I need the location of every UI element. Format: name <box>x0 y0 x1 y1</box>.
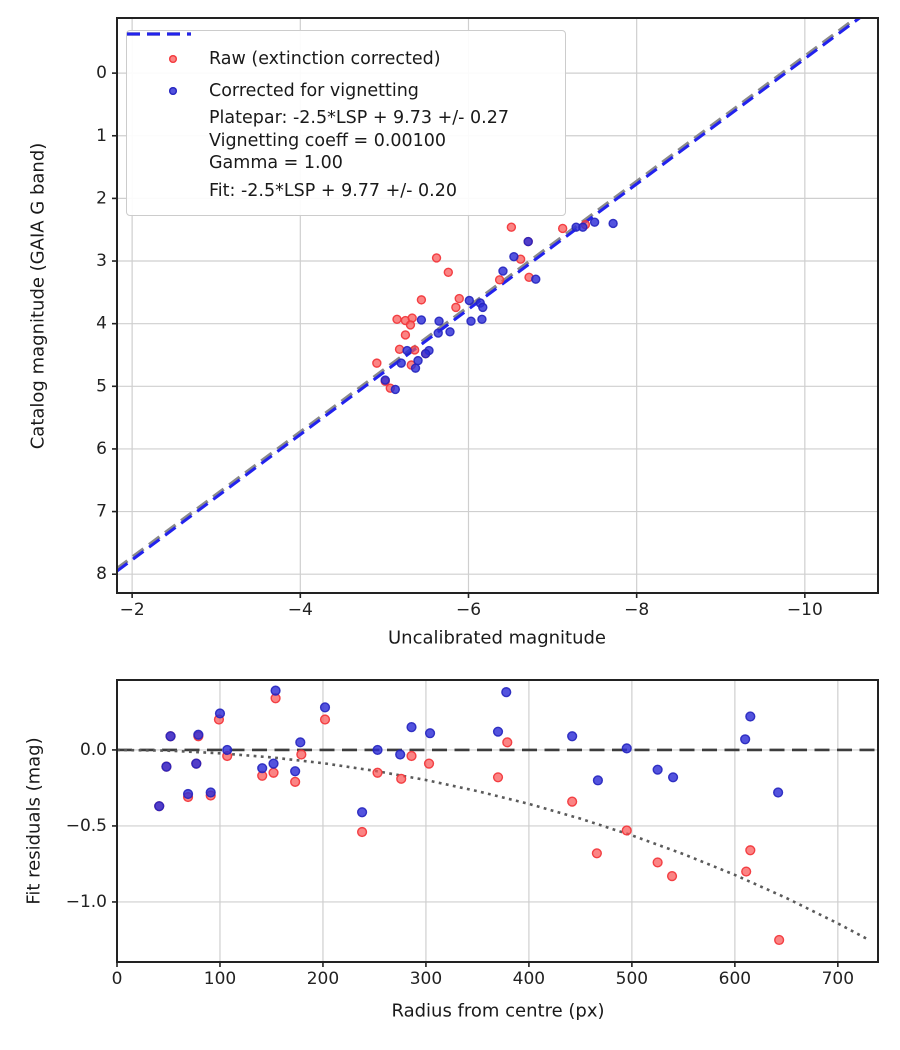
svg-text:8: 8 <box>96 564 107 584</box>
svg-text:−10: −10 <box>787 600 823 620</box>
legend-entry-fit: Fit: -2.5*LSP + 9.77 +/- 0.20 <box>127 32 555 207</box>
svg-text:5: 5 <box>96 376 107 396</box>
svg-text:−8: −8 <box>624 600 649 620</box>
svg-text:7: 7 <box>96 502 107 522</box>
svg-text:−4: −4 <box>288 600 313 620</box>
legend-marker-blue-dot <box>137 87 209 95</box>
svg-text:1: 1 <box>96 126 107 146</box>
legend-label-raw: Raw (extinction corrected) <box>209 49 441 69</box>
legend-entry-platepar: Platepar: -2.5*LSP + 9.73 +/- 0.27 Vigne… <box>127 32 555 175</box>
svg-text:6: 6 <box>96 439 107 459</box>
svg-text:−6: −6 <box>456 600 481 620</box>
y-axis-label-catalog-magnitude: Catalog magnitude (GAIA G band) <box>27 142 49 450</box>
svg-text:500: 500 <box>616 969 648 989</box>
legend-label-corrected: Corrected for vignetting <box>209 81 419 101</box>
legend-entry-corrected: Corrected for vignetting <box>137 75 555 107</box>
svg-text:0.0: 0.0 <box>80 740 107 760</box>
svg-text:−1.0: −1.0 <box>66 892 107 912</box>
svg-text:2: 2 <box>96 188 107 208</box>
x-axis-label-uncalibrated-magnitude: Uncalibrated magnitude <box>387 627 607 649</box>
legend-label-fit: Fit: -2.5*LSP + 9.77 +/- 0.20 <box>209 180 457 201</box>
svg-text:4: 4 <box>96 314 107 334</box>
svg-text:400: 400 <box>513 969 545 989</box>
y-axis-label-fit-residuals: Fit residuals (mag) <box>23 737 45 905</box>
svg-text:600: 600 <box>719 969 751 989</box>
svg-text:200: 200 <box>307 969 339 989</box>
svg-text:0: 0 <box>96 63 107 83</box>
svg-text:−2: −2 <box>120 600 145 620</box>
svg-text:0: 0 <box>112 969 123 989</box>
x-axis-label-radius-from-centre: Radius from centre (px) <box>391 1000 605 1022</box>
svg-text:700: 700 <box>822 969 854 989</box>
svg-text:300: 300 <box>410 969 442 989</box>
svg-text:100: 100 <box>204 969 236 989</box>
legend-marker-red-dot <box>137 55 209 63</box>
legend-entry-raw: Raw (extinction corrected) <box>137 43 555 75</box>
svg-text:3: 3 <box>96 251 107 271</box>
legend-label-platepar: Platepar: -2.5*LSP + 9.73 +/- 0.27 Vigne… <box>209 108 509 173</box>
legend: Raw (extinction corrected) Corrected for… <box>126 30 566 216</box>
svg-text:−0.5: −0.5 <box>66 816 107 836</box>
